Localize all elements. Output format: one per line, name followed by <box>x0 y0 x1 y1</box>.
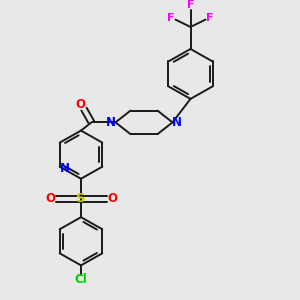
Text: F: F <box>187 0 194 10</box>
Text: N: N <box>60 162 70 175</box>
Text: O: O <box>45 192 55 205</box>
Text: S: S <box>76 192 86 205</box>
Text: F: F <box>206 13 214 23</box>
Text: O: O <box>75 98 85 111</box>
Text: N: N <box>106 116 116 129</box>
Text: N: N <box>172 116 182 129</box>
Text: O: O <box>107 192 117 205</box>
Text: Cl: Cl <box>75 273 87 286</box>
Text: F: F <box>167 13 175 23</box>
